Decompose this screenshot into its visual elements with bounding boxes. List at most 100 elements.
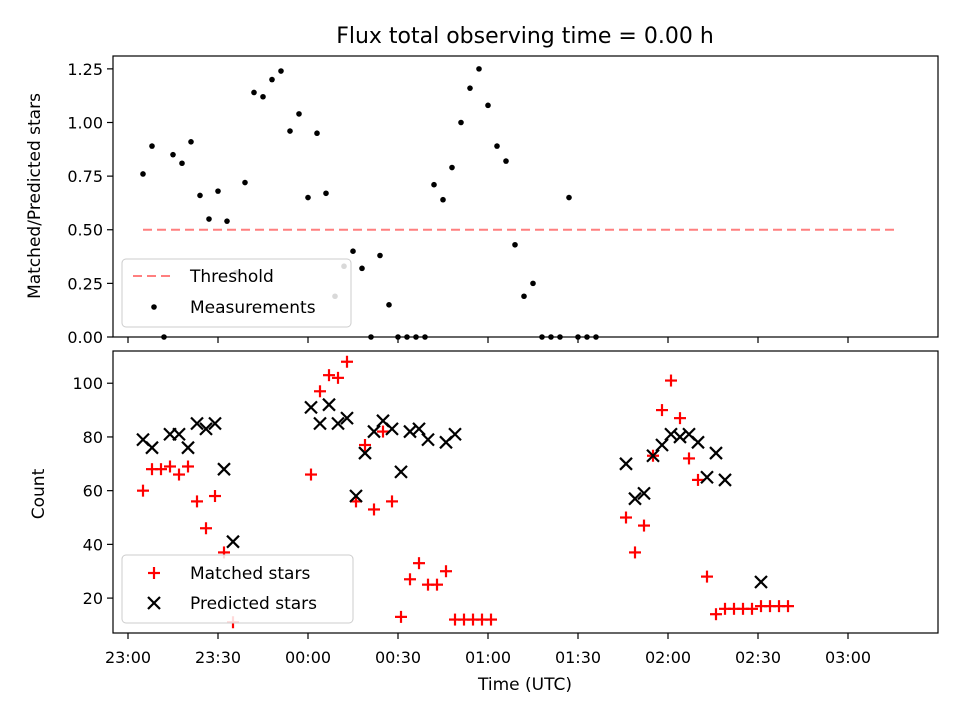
measurement-point — [467, 85, 473, 91]
legend-predicted-swatch — [147, 596, 161, 610]
measurement-point — [278, 68, 284, 74]
top-x-ticks — [127, 337, 849, 343]
legend-matched-label: Matched stars — [190, 564, 310, 584]
matched-star-point — [638, 519, 650, 532]
top-legend: Threshold Measurements — [121, 258, 352, 328]
measurement-point — [140, 171, 146, 177]
matched-star-point — [395, 610, 407, 623]
predicted-star-point — [421, 432, 435, 447]
measurement-point — [440, 196, 446, 203]
legend-measurements-swatch — [151, 304, 157, 310]
measurement-point — [593, 334, 599, 340]
measurement-point — [386, 302, 392, 308]
matched-star-point — [701, 570, 713, 583]
predicted-star-point — [304, 400, 318, 415]
bottom-y-tick-label: 80 — [83, 428, 103, 447]
measurement-point — [206, 216, 212, 222]
bottom-x-tick-label: 00:00 — [285, 648, 331, 667]
predicted-star-point — [172, 427, 186, 442]
measurement-point — [458, 119, 464, 126]
predicted-star-point — [199, 422, 213, 436]
measurement-point — [314, 130, 320, 137]
measurement-point — [179, 160, 185, 167]
matched-star-point — [341, 355, 353, 368]
matched-star-point — [782, 600, 794, 613]
predicted-star-point — [394, 465, 408, 479]
measurement-point — [521, 293, 527, 300]
measurement-point — [260, 93, 266, 100]
measurement-point — [242, 179, 248, 186]
measurement-point — [377, 252, 383, 259]
measurement-point — [584, 334, 590, 340]
top-y-tick-label: 0.25 — [67, 274, 103, 293]
matched-star-point — [674, 412, 686, 425]
top-y-ticks: 0.00 0.25 0.50 0.75 1.00 1.25 — [67, 60, 113, 347]
predicted-star-point — [655, 438, 669, 452]
matched-star-point — [314, 385, 326, 398]
predicted-star-point — [145, 440, 159, 455]
bottom-x-tick-label: 03:00 — [825, 648, 871, 667]
predicted-star-point — [403, 424, 417, 439]
predicted-star-point — [340, 411, 354, 425]
measurement-point — [557, 334, 563, 340]
bottom-y-tick-label: 40 — [83, 535, 103, 554]
matched-star-point — [155, 463, 167, 476]
predicted-star-point — [358, 446, 372, 460]
matched-star-point — [404, 573, 416, 586]
measurement-point — [170, 151, 176, 158]
measurement-point — [149, 143, 155, 149]
matched-star-point — [665, 374, 677, 387]
measurement-point — [305, 194, 311, 201]
predicted-star-point — [754, 575, 768, 589]
bottom-plot-area — [112, 350, 939, 634]
measurement-point — [431, 181, 437, 188]
predicted-star-point — [331, 416, 345, 431]
legend-matched-swatch — [148, 567, 160, 579]
matched-star-point — [182, 460, 194, 473]
matched-star-point — [164, 460, 176, 473]
measurement-point — [539, 334, 545, 340]
predicted-star-point — [367, 424, 381, 439]
measurement-point — [575, 334, 581, 340]
bottom-chart-xlabel: Time (UTC) — [477, 675, 572, 695]
top-y-tick-label: 1.25 — [67, 60, 103, 79]
matched-star-point — [656, 404, 668, 417]
measurement-point — [296, 111, 302, 117]
count-points — [136, 355, 794, 629]
bottom-y-tick-label: 60 — [83, 482, 103, 501]
predicted-star-point — [181, 440, 195, 455]
bottom-legend-box — [121, 554, 354, 624]
bottom-x-ticks: 23:00 23:30 00:00 00:30 01:00 01:30 02:00 02:30… — [105, 633, 871, 667]
measurement-point — [197, 192, 203, 199]
measurement-point — [161, 334, 167, 340]
measurement-point — [413, 334, 419, 340]
bottom-chart-ylabel: Count — [29, 468, 49, 519]
matched-star-point — [746, 602, 758, 615]
top-y-tick-label: 0.00 — [67, 328, 103, 347]
matched-star-point — [692, 473, 704, 486]
predicted-star-point — [217, 462, 231, 476]
matched-star-point — [332, 371, 344, 384]
predicted-star-point — [619, 457, 633, 471]
measurement-point — [368, 334, 374, 340]
predicted-star-point — [691, 435, 705, 450]
predicted-star-point — [664, 427, 678, 442]
measurement-point — [350, 248, 356, 254]
measurement-point — [359, 265, 365, 272]
bottom-x-tick-label: 02:00 — [645, 648, 691, 667]
top-plot-area — [112, 55, 939, 338]
matched-star-point — [377, 425, 389, 438]
matched-star-point — [386, 495, 398, 508]
predicted-star-point — [628, 491, 642, 506]
predicted-star-point — [448, 427, 462, 442]
top-y-tick-label: 0.75 — [67, 167, 103, 186]
bottom-x-tick-label: 23:30 — [195, 648, 241, 667]
predicted-star-point — [700, 470, 714, 485]
bottom-x-tick-label: 02:30 — [735, 648, 781, 667]
bottom-x-tick-label: 00:30 — [375, 648, 421, 667]
measurement-point — [395, 334, 401, 340]
bottom-y-tick-label: 100 — [72, 374, 103, 393]
measurement-point — [224, 218, 230, 224]
top-chart-title: Flux total observing time = 0.00 h — [336, 24, 714, 49]
matched-star-point — [200, 522, 212, 535]
